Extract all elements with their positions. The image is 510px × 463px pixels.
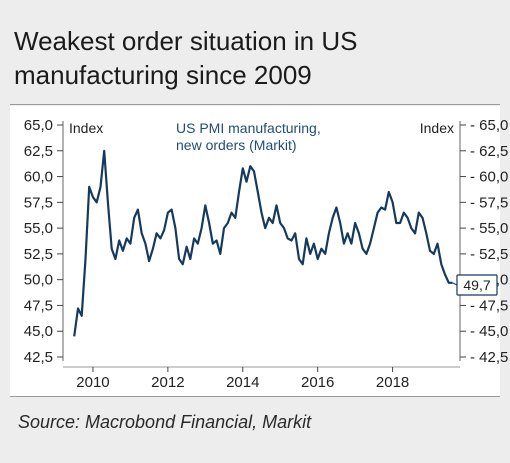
x-tick-label: 2014 <box>226 374 259 391</box>
y-tick-label-left: 57,5 <box>24 194 53 211</box>
y-tick-label-right: - 60,0 <box>470 169 508 186</box>
y-tick-label-left: 60,0 <box>24 169 53 186</box>
y-tick-label-right: - 65,0 <box>470 117 508 134</box>
series-label-line: US PMI manufacturing, <box>176 120 321 136</box>
axes-group: 65,0 62,5 60,0 57,5 55,0 52,5 50,0 47,5 45,0 42,5… <box>24 117 509 391</box>
y-tick-label-right: - 45,0 <box>470 323 508 340</box>
callout-box <box>456 274 498 296</box>
series-line <box>73 149 453 337</box>
y-tick-label-left: 42,5 <box>24 349 53 366</box>
y-tick-label-left: 45,0 <box>24 323 53 340</box>
y-tick-label-right: - 52,5 <box>470 246 508 263</box>
y-tick-label-left: 47,5 <box>24 297 53 314</box>
chart-title: Weakest order situation in US manufactur… <box>14 24 494 92</box>
x-tick-label: 2018 <box>376 374 409 391</box>
series-label-line: new orders (Markit) <box>176 137 297 153</box>
title-line-2: manufacturing since 2009 <box>14 60 312 90</box>
y-tick-label-right: - 62,5 <box>470 143 508 160</box>
source-note: Source: Macrobond Financial, Markit <box>18 412 312 432</box>
bottom-divider <box>10 396 500 397</box>
y-tick-label-right: - 42,5 <box>470 349 508 366</box>
y-tick-label-left: 62,5 <box>24 143 53 160</box>
top-divider <box>10 104 500 105</box>
x-tick-label: 2010 <box>76 374 109 391</box>
labels-group: Index Index US PMI manufacturing,new order… <box>69 120 498 296</box>
y-tick-label-left: 50,0 <box>24 272 53 289</box>
x-tick-label: 2012 <box>151 374 184 391</box>
y-tick-label-left: 52,5 <box>24 246 53 263</box>
y-tick-label-right: - 57,5 <box>470 194 508 211</box>
y-tick-label-right: - 47,5 <box>470 297 508 314</box>
callout-leader <box>452 282 458 286</box>
y-tick-label-left: 65,0 <box>24 117 53 134</box>
right-unit-label: Index <box>420 120 454 136</box>
title-line-1: Weakest order situation in US <box>14 26 358 56</box>
series-group <box>73 149 453 337</box>
y-tick-label-left: 55,0 <box>24 220 53 237</box>
left-unit-label: Index <box>69 120 103 136</box>
plot-background <box>10 106 500 396</box>
x-tick-label: 2016 <box>301 374 334 391</box>
y-tick-label-right: - 55,0 <box>470 220 508 237</box>
last-value-label: 49,7 <box>463 277 490 293</box>
